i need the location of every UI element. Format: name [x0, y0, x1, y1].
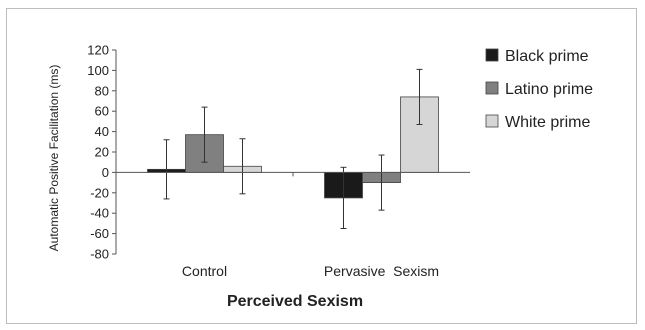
y-tick-label: 120 — [87, 43, 109, 58]
legend-swatch — [485, 81, 499, 95]
y-tick-label: -20 — [90, 185, 109, 200]
y-tick-label: 40 — [95, 124, 109, 139]
x-axis: Control Pervasive Sexism — [116, 171, 470, 279]
x-tick-label: Control — [182, 263, 227, 279]
y-axis: 120 100 80 60 40 20 0 -20 -40 -60 -80 — [87, 43, 117, 262]
y-tick-label: 20 — [95, 145, 109, 160]
legend-label: Latino prime — [505, 81, 593, 98]
y-tick-label: -60 — [90, 226, 109, 241]
y-tick-label: 100 — [87, 63, 109, 78]
bars-group — [147, 68, 439, 229]
legend-label: White prime — [505, 114, 590, 131]
legend-swatch — [485, 48, 499, 62]
chart-frame — [6, 8, 637, 324]
y-axis-title: Automatic Positive Facilitation (ms) — [47, 65, 61, 252]
legend-swatch — [485, 114, 499, 128]
y-tick-label: -40 — [90, 206, 109, 221]
y-tick-label: 0 — [102, 165, 109, 180]
x-axis-title: Perceived Sexism — [227, 293, 363, 310]
y-tick-label: -80 — [90, 247, 109, 262]
legend: Black prime Latino prime White prime — [485, 48, 593, 131]
x-tick-label: Pervasive Sexism — [324, 263, 439, 279]
y-tick-label: 60 — [95, 104, 109, 119]
y-tick-label: 80 — [95, 83, 109, 98]
legend-label: Black prime — [505, 48, 589, 65]
